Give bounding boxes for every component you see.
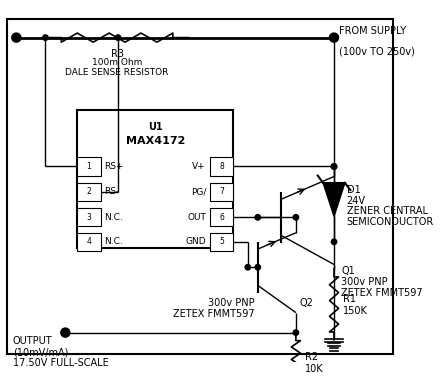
Text: 10K: 10K xyxy=(305,364,324,374)
Text: 17.50V FULL-SCALE: 17.50V FULL-SCALE xyxy=(13,358,108,368)
Text: 7: 7 xyxy=(219,187,224,196)
Text: (10mV/mA): (10mV/mA) xyxy=(13,347,68,357)
Bar xyxy=(77,183,101,201)
Text: OUTPUT: OUTPUT xyxy=(13,336,52,346)
Bar xyxy=(77,110,233,248)
Text: DALE SENSE RESISTOR: DALE SENSE RESISTOR xyxy=(65,69,169,77)
Text: RS-: RS- xyxy=(105,187,120,196)
Text: ZETEX FMMT597: ZETEX FMMT597 xyxy=(341,288,423,298)
Circle shape xyxy=(61,328,70,337)
Text: 24V: 24V xyxy=(347,196,366,206)
Bar xyxy=(209,157,233,176)
Text: 150K: 150K xyxy=(343,306,368,316)
Circle shape xyxy=(293,330,299,335)
Circle shape xyxy=(293,214,299,220)
Text: R3: R3 xyxy=(111,49,123,59)
Bar xyxy=(77,233,101,251)
Text: U1: U1 xyxy=(148,122,163,132)
Bar xyxy=(77,157,101,176)
Text: 5: 5 xyxy=(219,237,224,246)
Bar xyxy=(209,183,233,201)
Text: N.C.: N.C. xyxy=(105,237,123,246)
Bar xyxy=(209,208,233,226)
Circle shape xyxy=(331,164,337,169)
Text: FROM SUPPLY: FROM SUPPLY xyxy=(340,26,407,36)
Text: N.C.: N.C. xyxy=(105,213,123,222)
Text: 100m Ohm: 100m Ohm xyxy=(92,59,142,67)
Text: 4: 4 xyxy=(86,237,91,246)
Circle shape xyxy=(255,214,261,220)
Text: ZETEX FMMT597: ZETEX FMMT597 xyxy=(172,309,254,319)
Text: Q2: Q2 xyxy=(299,298,314,308)
Text: SEMICONDUCTOR: SEMICONDUCTOR xyxy=(347,217,434,227)
Text: 6: 6 xyxy=(219,213,224,222)
Text: RS+: RS+ xyxy=(105,162,124,171)
Text: R2: R2 xyxy=(305,352,318,362)
Text: MAX4172: MAX4172 xyxy=(126,136,185,146)
Text: ZENER CENTRAL: ZENER CENTRAL xyxy=(347,206,428,216)
Polygon shape xyxy=(323,183,345,216)
Bar xyxy=(77,208,101,226)
Text: GND: GND xyxy=(185,237,206,246)
Text: Q1: Q1 xyxy=(341,266,355,276)
Text: 300v PNP: 300v PNP xyxy=(208,298,254,308)
Circle shape xyxy=(255,264,261,270)
Circle shape xyxy=(329,33,339,42)
Circle shape xyxy=(12,33,21,42)
Text: 2: 2 xyxy=(86,187,91,196)
Text: R1: R1 xyxy=(343,294,356,304)
Text: D1: D1 xyxy=(347,185,360,195)
Circle shape xyxy=(331,164,337,169)
Text: PG/: PG/ xyxy=(191,187,206,196)
Bar xyxy=(209,233,233,251)
Circle shape xyxy=(245,264,250,270)
Text: OUT: OUT xyxy=(187,213,206,222)
Circle shape xyxy=(331,239,337,244)
Text: (100v TO 250v): (100v TO 250v) xyxy=(340,47,415,57)
Circle shape xyxy=(115,35,121,40)
Circle shape xyxy=(43,35,48,40)
Text: 1: 1 xyxy=(86,162,91,171)
Text: 3: 3 xyxy=(86,213,91,222)
Text: 300v PNP: 300v PNP xyxy=(341,277,388,287)
Text: 8: 8 xyxy=(219,162,224,171)
Text: V+: V+ xyxy=(192,162,206,171)
